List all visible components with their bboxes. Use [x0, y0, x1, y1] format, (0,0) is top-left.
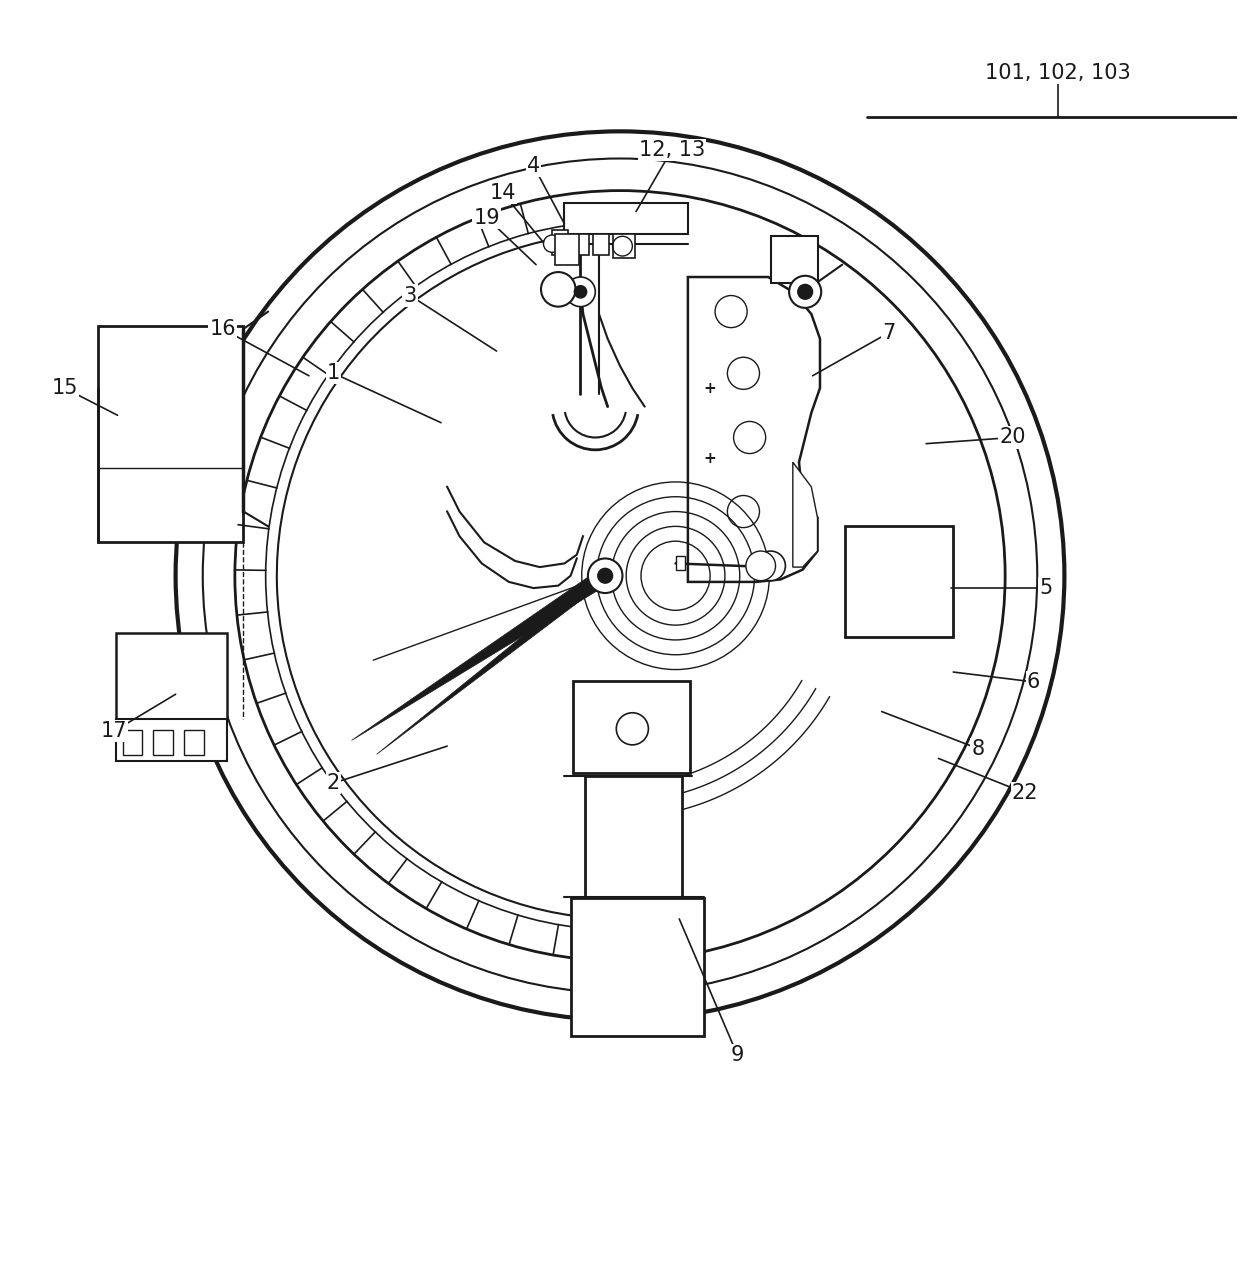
Text: 2: 2	[327, 773, 340, 794]
Text: 3: 3	[403, 286, 417, 306]
Text: 20: 20	[999, 428, 1025, 447]
Polygon shape	[792, 462, 817, 568]
Bar	[185, 730, 205, 754]
Bar	[676, 556, 686, 569]
Text: 101, 102, 103: 101, 102, 103	[986, 64, 1131, 84]
Polygon shape	[377, 572, 609, 754]
Bar	[585, 776, 682, 897]
Bar	[117, 719, 227, 761]
Circle shape	[543, 235, 560, 253]
Text: 22: 22	[1012, 784, 1038, 803]
Bar	[564, 203, 688, 234]
Circle shape	[588, 559, 622, 593]
Bar	[573, 681, 691, 773]
Text: 17: 17	[100, 721, 128, 742]
Bar	[770, 236, 817, 283]
Bar	[593, 234, 609, 255]
Bar	[613, 234, 635, 259]
Bar	[154, 730, 174, 754]
Text: 4: 4	[527, 156, 541, 177]
Bar	[123, 730, 143, 754]
Polygon shape	[352, 569, 610, 740]
Bar	[844, 526, 954, 638]
Text: +: +	[704, 381, 717, 396]
Text: 16: 16	[210, 319, 236, 339]
Bar	[117, 632, 227, 719]
Text: 12, 13: 12, 13	[639, 140, 706, 160]
Bar	[98, 326, 243, 542]
Bar	[552, 230, 568, 255]
Circle shape	[541, 272, 575, 306]
Circle shape	[789, 276, 821, 307]
Text: 8: 8	[971, 739, 985, 758]
Polygon shape	[688, 277, 820, 582]
Bar	[570, 898, 704, 1036]
Text: 15: 15	[51, 378, 78, 398]
Circle shape	[746, 551, 775, 580]
Circle shape	[574, 286, 587, 298]
Text: 19: 19	[474, 208, 500, 227]
Text: +: +	[704, 451, 717, 466]
Text: 14: 14	[490, 183, 516, 203]
Bar	[570, 234, 589, 255]
Circle shape	[598, 569, 613, 583]
Text: 9: 9	[730, 1045, 744, 1064]
Text: 1: 1	[327, 363, 340, 384]
Circle shape	[756, 551, 785, 580]
Text: 5: 5	[1039, 578, 1053, 598]
Circle shape	[797, 284, 812, 300]
Text: 6: 6	[1027, 672, 1040, 692]
Bar	[554, 234, 579, 264]
Circle shape	[565, 277, 595, 306]
Text: 7: 7	[883, 323, 895, 343]
